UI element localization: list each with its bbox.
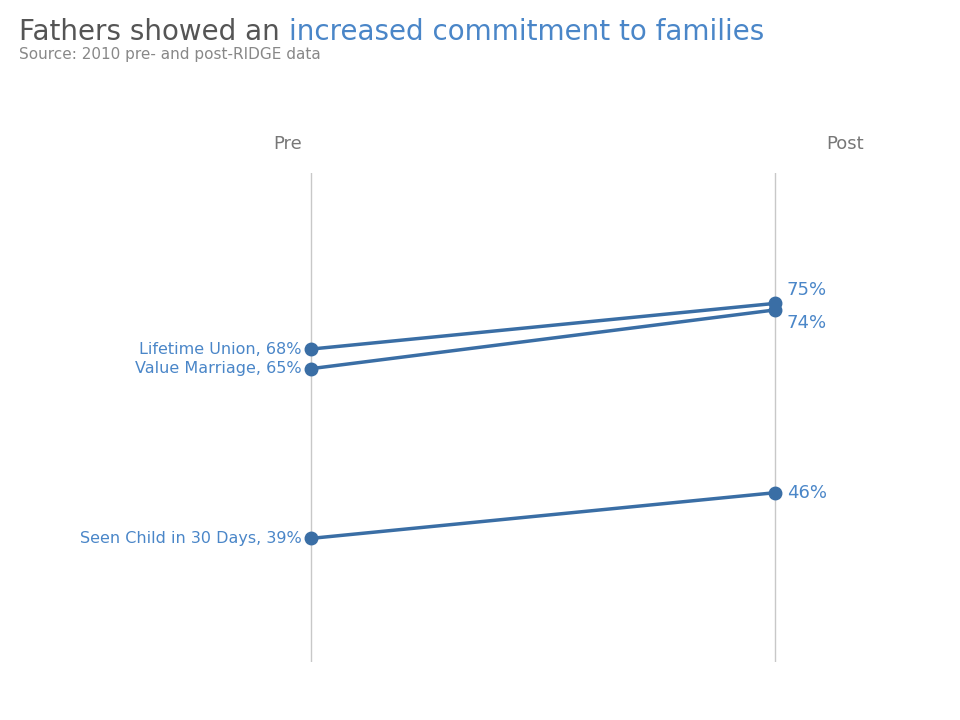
Text: increased commitment to families: increased commitment to families [289,18,764,46]
Text: Pre: Pre [274,135,302,153]
Text: 74%: 74% [787,314,827,332]
Text: Fathers showed an: Fathers showed an [19,18,289,46]
Text: Source: 2010 pre- and post-RIDGE data: Source: 2010 pre- and post-RIDGE data [19,47,321,62]
Text: Seen Child in 30 Days, 39%: Seen Child in 30 Days, 39% [81,531,301,546]
Text: 75%: 75% [787,282,827,300]
Text: Post: Post [826,135,864,153]
Text: Value Marriage, 65%: Value Marriage, 65% [135,361,301,376]
Text: Lifetime Union, 68%: Lifetime Union, 68% [139,341,301,356]
Text: 46%: 46% [787,484,827,502]
